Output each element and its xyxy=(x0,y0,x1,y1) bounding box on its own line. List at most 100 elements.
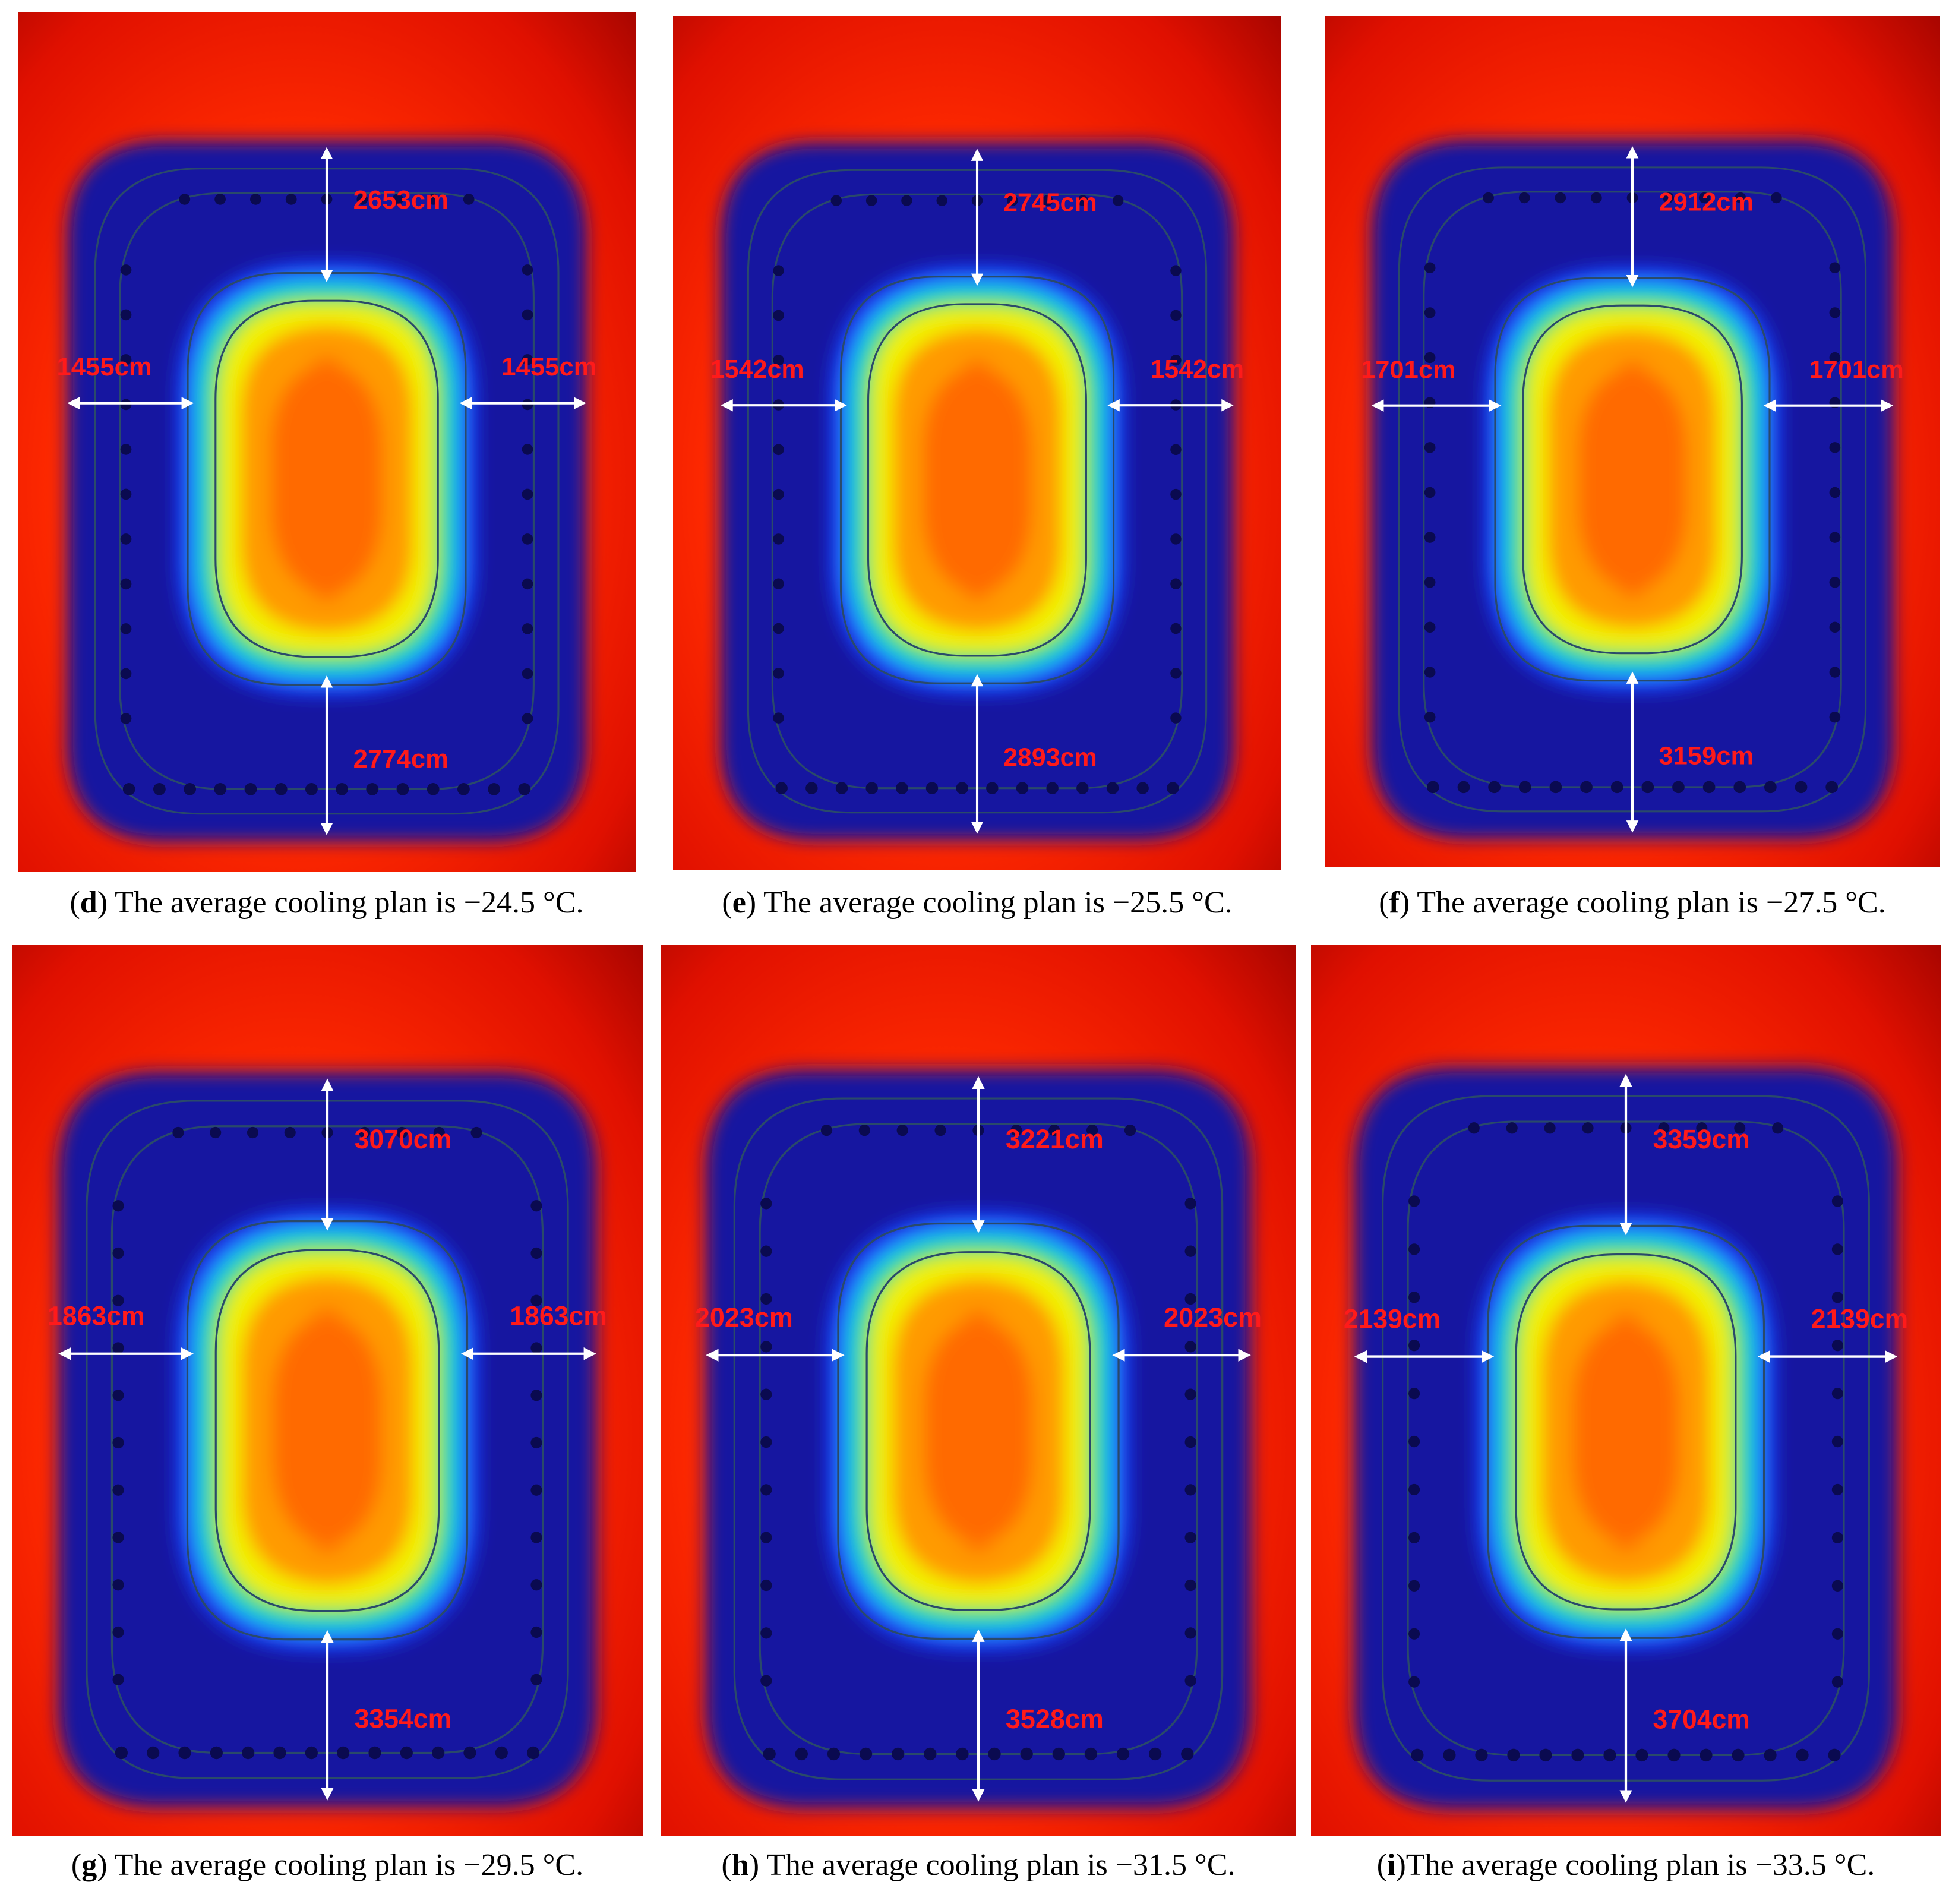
freeze-pipe xyxy=(760,1341,772,1353)
panel-letter: d xyxy=(80,886,97,920)
freeze-pipe xyxy=(120,354,132,365)
dimension-label-top: 2912cm xyxy=(1659,188,1754,217)
freeze-pipe xyxy=(1424,532,1436,543)
freeze-pipe xyxy=(1408,1243,1420,1255)
freeze-pipe xyxy=(1603,1748,1616,1762)
freeze-pipe xyxy=(1582,1122,1594,1134)
freeze-pipe xyxy=(244,783,257,795)
freeze-pipe xyxy=(1170,712,1182,724)
freeze-pipe xyxy=(184,783,196,795)
temperature-value: −27.5 °C. xyxy=(1765,886,1886,920)
freeze-pipe xyxy=(830,195,842,206)
dimension-label-bottom: 3159cm xyxy=(1659,742,1754,771)
freeze-pipe xyxy=(1829,307,1841,318)
freeze-pipe xyxy=(896,1125,908,1136)
dimension-label-top: 2745cm xyxy=(1003,188,1097,217)
freeze-pipe xyxy=(1829,667,1841,678)
freeze-pipe xyxy=(1468,1122,1480,1134)
isotherm-contour xyxy=(733,1097,1224,1780)
caption-g: (g) The average cooling plan is −29.5 °C… xyxy=(71,1848,584,1882)
dimension-label-bottom: 3704cm xyxy=(1653,1704,1750,1734)
freeze-pipe xyxy=(1771,192,1782,204)
freeze-pipe xyxy=(147,1746,160,1760)
freeze-pipe xyxy=(530,1674,542,1685)
freeze-pipe xyxy=(773,444,784,456)
panel-f: 2912cm 3159cm 1701cm 1701cm xyxy=(1325,16,1940,867)
freeze-pipe xyxy=(1831,1195,1843,1207)
freeze-pipe xyxy=(1764,781,1777,794)
freeze-pipe xyxy=(392,194,403,205)
freeze-pipe xyxy=(901,195,912,206)
freeze-pipe xyxy=(530,1342,542,1354)
isotherm-contour xyxy=(1486,1224,1765,1639)
freeze-pipe xyxy=(773,668,784,679)
freeze-pipe xyxy=(865,782,878,794)
dimension-label-right: 1542cm xyxy=(1150,355,1244,384)
freeze-pipe xyxy=(1424,487,1436,498)
freeze-pipe xyxy=(1408,1340,1420,1352)
freeze-pipe xyxy=(1831,1435,1843,1448)
freeze-pipe xyxy=(1408,1580,1420,1592)
freeze-pipe xyxy=(112,1342,124,1354)
freeze-pipe xyxy=(805,782,818,794)
freeze-pipe xyxy=(956,782,968,794)
isotherm-contour xyxy=(1494,277,1771,682)
freeze-pipe xyxy=(1829,262,1841,273)
freeze-pipe xyxy=(1408,1628,1420,1640)
freeze-pipe xyxy=(1184,1675,1196,1687)
freeze-pipe xyxy=(1136,782,1149,794)
dimension-label-left: 2139cm xyxy=(1344,1304,1441,1334)
isotherm-contour xyxy=(867,303,1088,657)
freeze-pipe-group xyxy=(112,1126,542,1760)
freeze-pipe xyxy=(820,1125,833,1136)
freeze-pipe xyxy=(527,1746,540,1760)
temperature-gradient xyxy=(1371,140,1894,839)
freeze-pipe xyxy=(1831,1243,1843,1255)
freeze-pipe xyxy=(115,1746,128,1760)
freeze-pipe xyxy=(428,194,439,205)
freeze-pipe xyxy=(760,1436,772,1448)
freeze-pipe xyxy=(1424,577,1436,588)
freeze-pipe xyxy=(760,1579,772,1592)
freeze-pipe xyxy=(1641,781,1654,794)
isotherm-contour xyxy=(214,1249,440,1612)
freeze-pipe xyxy=(1424,352,1436,364)
freeze-pipe xyxy=(760,1627,772,1639)
freeze-pipe xyxy=(214,783,227,795)
freeze-pipe xyxy=(1046,782,1059,794)
isotherm-contour xyxy=(1382,1095,1870,1782)
freeze-pipe xyxy=(518,783,531,795)
isotherm-contour xyxy=(1398,166,1867,813)
temperature-field-plot: 2745cm 2893cm 1542cm 1542cm xyxy=(673,16,1281,870)
freeze-pipe xyxy=(1170,578,1182,589)
freeze-pipe xyxy=(1170,265,1182,276)
freeze-pipe xyxy=(1829,532,1841,543)
freeze-pipe xyxy=(934,1125,946,1136)
freeze-pipe xyxy=(1698,192,1710,204)
freeze-pipe xyxy=(522,309,533,321)
panel-i: 3359cm 3704cm 2139cm 2139cm xyxy=(1311,945,1941,1836)
freeze-pipe xyxy=(988,1747,1001,1761)
freeze-pipe xyxy=(1408,1676,1420,1688)
dimension-label-right: 1701cm xyxy=(1809,356,1904,384)
caption-d: (d) The average cooling plan is −24.5 °C… xyxy=(70,886,584,920)
panel-letter: g xyxy=(81,1848,97,1882)
freeze-pipe xyxy=(795,1747,808,1761)
freeze-pipe xyxy=(1184,1627,1196,1639)
freeze-pipe xyxy=(1424,442,1436,453)
freeze-pipe xyxy=(1549,781,1562,794)
freeze-pipe xyxy=(925,782,939,794)
freeze-pipe xyxy=(773,310,784,321)
freeze-pipe xyxy=(366,783,379,795)
freeze-pipe xyxy=(1116,1747,1130,1761)
dimension-label-bottom: 3528cm xyxy=(1006,1704,1104,1734)
freeze-pipe xyxy=(1184,1484,1196,1496)
freeze-pipe xyxy=(522,623,533,634)
freeze-pipe xyxy=(1702,781,1716,794)
freeze-pipe xyxy=(936,195,947,206)
freeze-pipe xyxy=(1170,354,1182,366)
freeze-pipe xyxy=(120,309,132,321)
freeze-pipe xyxy=(522,533,533,545)
freeze-pipe xyxy=(1700,1748,1713,1762)
isotherm-contour xyxy=(86,1100,569,1779)
